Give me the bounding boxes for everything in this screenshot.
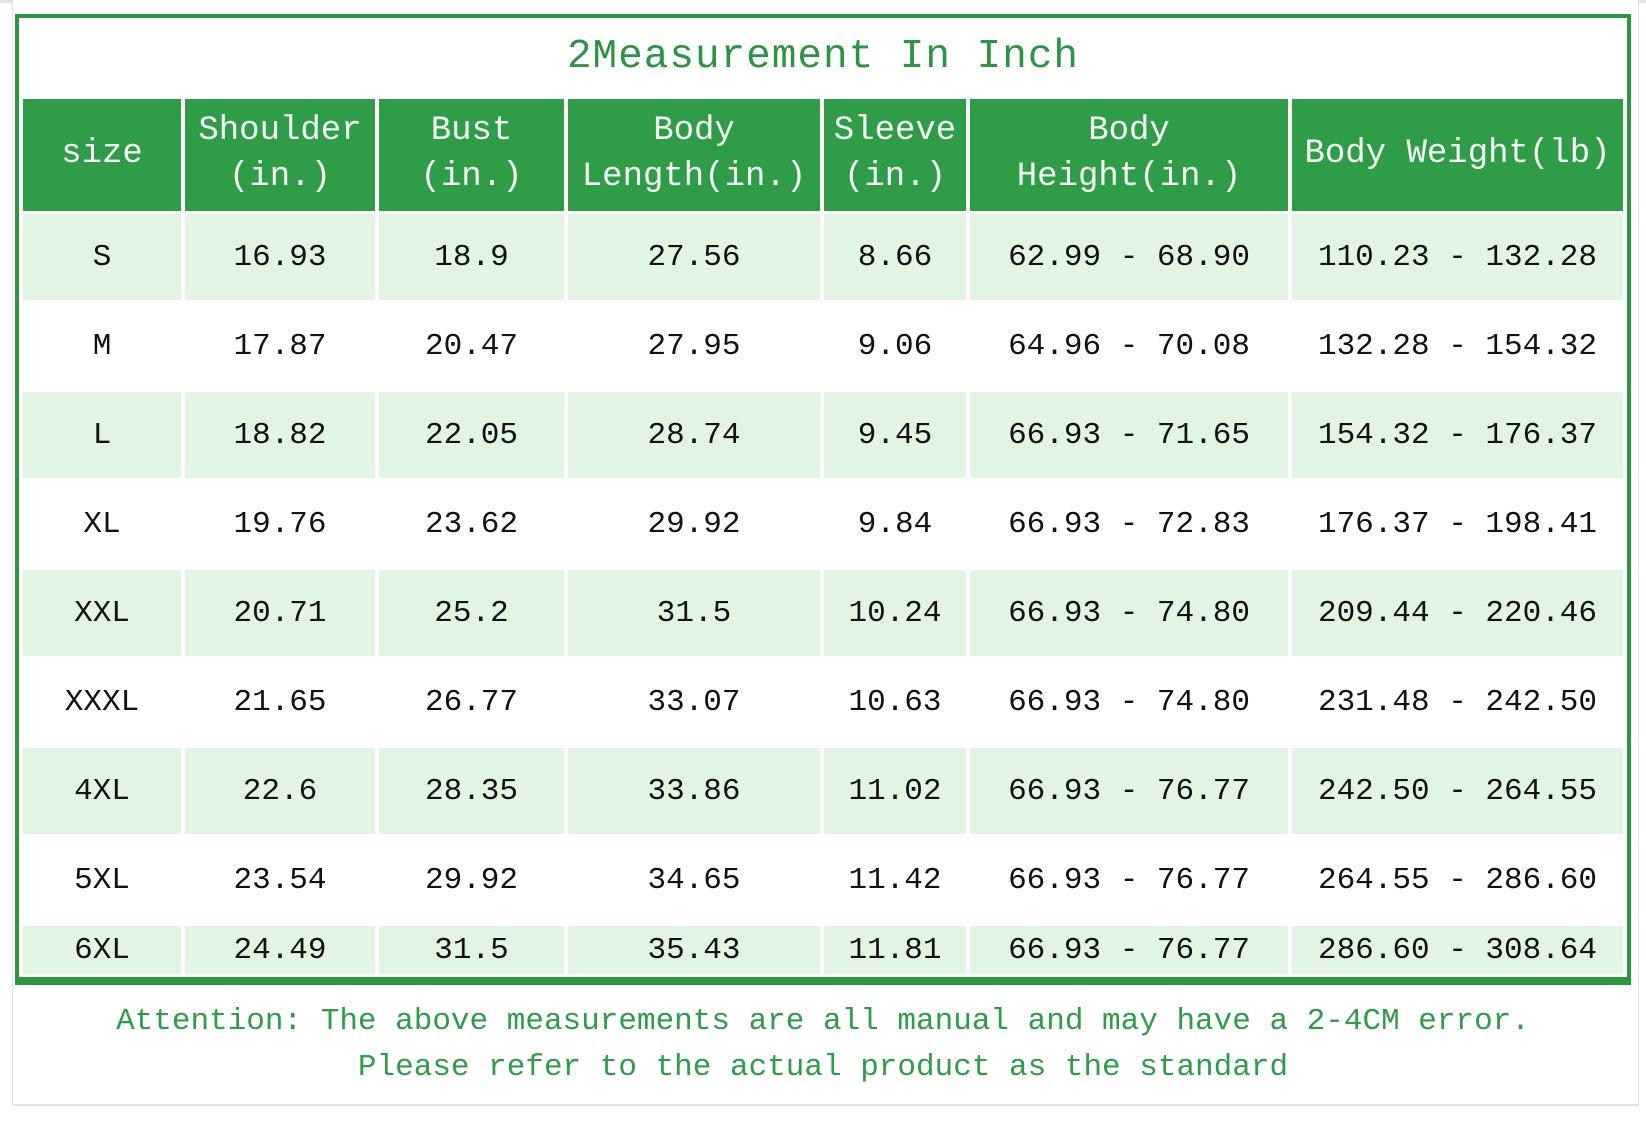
table-row-xl: XL 19.76 23.62 29.92 9.84 66.93 - 72.83 176.37… <box>23 481 1623 567</box>
value-cell: 28.74 <box>568 392 820 478</box>
attention-note-line-2: Please refer to the actual product as th… <box>357 1050 1289 1085</box>
value-cell: 33.86 <box>568 748 820 834</box>
value-cell: 28.35 <box>379 748 564 834</box>
value-cell: 22.6 <box>185 748 375 834</box>
value-cell: 19.76 <box>185 481 375 567</box>
value-cell: 9.06 <box>824 303 966 389</box>
attention-notes: Attention: The above measurements are al… <box>0 999 1646 1091</box>
value-cell: 20.71 <box>185 570 375 656</box>
value-cell: 10.24 <box>824 570 966 656</box>
value-cell: 23.62 <box>379 481 564 567</box>
page-title: 2Measurement In Inch <box>566 34 1080 80</box>
value-cell: 231.48 - 242.50 <box>1292 659 1623 745</box>
value-cell: 31.5 <box>379 926 564 974</box>
table-row-l: L 18.82 22.05 28.74 9.45 66.93 - 71.65 154.32 … <box>23 392 1623 478</box>
value-cell: 11.81 <box>824 926 966 974</box>
header-row: size Shoulder (in.) Bust (in.) Body Length(… <box>23 99 1623 211</box>
value-cell: 18.82 <box>185 392 375 478</box>
size-cell: XXL <box>23 570 181 656</box>
value-cell: 132.28 - 154.32 <box>1292 303 1623 389</box>
value-cell: 10.63 <box>824 659 966 745</box>
value-cell: 66.93 - 76.77 <box>970 926 1288 974</box>
measurement-table: size Shoulder (in.) Bust (in.) Body Length(… <box>19 96 1627 977</box>
value-cell: 29.92 <box>568 481 820 567</box>
title-bar: 2Measurement In Inch <box>19 18 1627 96</box>
value-cell: 24.49 <box>185 926 375 974</box>
table-header: size Shoulder (in.) Bust (in.) Body Length(… <box>23 99 1623 211</box>
table-row-5xl: 5XL 23.54 29.92 34.65 11.42 66.93 - 76.77 264.… <box>23 837 1623 923</box>
value-cell: 31.5 <box>568 570 820 656</box>
table-row-4xl: 4XL 22.6 28.35 33.86 11.02 66.93 - 76.77 242.5… <box>23 748 1623 834</box>
size-cell: XL <box>23 481 181 567</box>
value-cell: 66.93 - 76.77 <box>970 837 1288 923</box>
size-cell: L <box>23 392 181 478</box>
header-cell-sleeve: Sleeve (in.) <box>824 99 966 211</box>
attention-note-line-1: Attention: The above measurements are al… <box>116 1004 1530 1039</box>
value-cell: 9.84 <box>824 481 966 567</box>
value-cell: 154.32 - 176.37 <box>1292 392 1623 478</box>
value-cell: 34.65 <box>568 837 820 923</box>
value-cell: 27.56 <box>568 214 820 300</box>
table-body: S 16.93 18.9 27.56 8.66 62.99 - 68.90 110.23 -… <box>23 214 1623 974</box>
size-chart-panel: 2Measurement In Inch size Shoulder (in.) B… <box>15 14 1631 985</box>
header-cell-body: Body Height(in.) <box>970 99 1288 211</box>
value-cell: 9.45 <box>824 392 966 478</box>
value-cell: 8.66 <box>824 214 966 300</box>
value-cell: 286.60 - 308.64 <box>1292 926 1623 974</box>
header-cell-body: Body Weight(lb) <box>1292 99 1623 211</box>
value-cell: 62.99 - 68.90 <box>970 214 1288 300</box>
value-cell: 29.92 <box>379 837 564 923</box>
value-cell: 66.93 - 74.80 <box>970 659 1288 745</box>
value-cell: 209.44 - 220.46 <box>1292 570 1623 656</box>
value-cell: 20.47 <box>379 303 564 389</box>
table-row-xxxl: XXXL 21.65 26.77 33.07 10.63 66.93 - 74.80 231… <box>23 659 1623 745</box>
size-cell: XXXL <box>23 659 181 745</box>
value-cell: 11.42 <box>824 837 966 923</box>
size-cell: 4XL <box>23 748 181 834</box>
table-row-s: S 16.93 18.9 27.56 8.66 62.99 - 68.90 110.23 -… <box>23 214 1623 300</box>
value-cell: 66.93 - 74.80 <box>970 570 1288 656</box>
table-row-m: M 17.87 20.47 27.95 9.06 64.96 - 70.08 132.28 … <box>23 303 1623 389</box>
value-cell: 35.43 <box>568 926 820 974</box>
header-cell-size: size <box>23 99 181 211</box>
value-cell: 242.50 - 264.55 <box>1292 748 1623 834</box>
value-cell: 27.95 <box>568 303 820 389</box>
value-cell: 22.05 <box>379 392 564 478</box>
value-cell: 23.54 <box>185 837 375 923</box>
table-row-xxl: XXL 20.71 25.2 31.5 10.24 66.93 - 74.80 209.44… <box>23 570 1623 656</box>
value-cell: 25.2 <box>379 570 564 656</box>
value-cell: 26.77 <box>379 659 564 745</box>
value-cell: 21.65 <box>185 659 375 745</box>
value-cell: 66.93 - 72.83 <box>970 481 1288 567</box>
header-cell-shoulder: Shoulder (in.) <box>185 99 375 211</box>
table-row-6xl: 6XL 24.49 31.5 35.43 11.81 66.93 - 76.77 286.6… <box>23 926 1623 974</box>
header-cell-body: Body Length(in.) <box>568 99 820 211</box>
size-cell: 6XL <box>23 926 181 974</box>
value-cell: 11.02 <box>824 748 966 834</box>
value-cell: 66.93 - 71.65 <box>970 392 1288 478</box>
value-cell: 16.93 <box>185 214 375 300</box>
value-cell: 110.23 - 132.28 <box>1292 214 1623 300</box>
value-cell: 33.07 <box>568 659 820 745</box>
size-cell: S <box>23 214 181 300</box>
value-cell: 18.9 <box>379 214 564 300</box>
value-cell: 64.96 - 70.08 <box>970 303 1288 389</box>
value-cell: 264.55 - 286.60 <box>1292 837 1623 923</box>
size-cell: 5XL <box>23 837 181 923</box>
value-cell: 176.37 - 198.41 <box>1292 481 1623 567</box>
header-cell-bust: Bust (in.) <box>379 99 564 211</box>
value-cell: 66.93 - 76.77 <box>970 748 1288 834</box>
value-cell: 17.87 <box>185 303 375 389</box>
size-cell: M <box>23 303 181 389</box>
